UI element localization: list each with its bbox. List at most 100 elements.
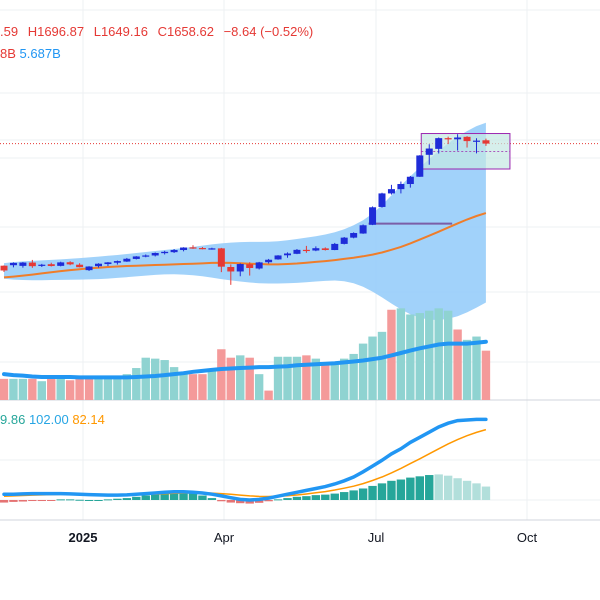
volume-bar [443,310,453,400]
histogram-bar [387,480,396,500]
macd-value: 102.00 [28,412,69,427]
candle-body [38,264,46,266]
x-tick-apr: Apr [213,530,235,545]
histogram-bar [217,500,226,502]
moving-average-line [3,212,487,279]
histogram-bar [188,492,198,500]
x-tick-2025: 2025 [68,530,98,545]
histogram-bar [406,477,415,500]
volume-bar [340,358,349,400]
candle-body [387,189,395,194]
volume-bar [0,378,9,400]
volume-bar [37,381,46,400]
candle-body [435,138,443,149]
histogram-bar [453,478,462,500]
volume-bar [349,353,358,400]
candle-body [208,248,216,250]
candle-body [227,267,235,272]
ohlc-legend: .59 H1696.87 L1649.16 C1658.62 −8.64 (−0… [0,24,319,39]
histogram-bar [321,494,330,500]
candle-body [378,193,386,207]
macd-histogram [0,474,491,504]
candle-body [113,261,121,263]
volume-ma-line [2,339,488,380]
x-tick-jul: Jul [367,530,385,545]
change-value: −8.64 (−0.52%) [223,24,314,39]
volume-bar [254,374,264,400]
histogram-bar [264,500,273,502]
histogram-bar [226,500,235,503]
histogram-bar [415,476,424,500]
candle-body [19,262,27,266]
candle-body [406,176,414,185]
candle-body [170,250,178,253]
volume-bar [9,378,18,400]
candle-body [161,251,169,254]
candle-body [369,207,377,225]
volume-bar [207,369,217,400]
candle-body [66,262,74,265]
histogram-bar [169,490,179,500]
histogram-bar [443,475,453,500]
volume-bar [141,357,150,400]
volume-value: 8B [0,46,16,61]
volume-bar [226,357,235,400]
candle-body [416,155,424,177]
volume-bar [292,356,302,400]
volume-bar [321,364,330,400]
volume-bar [462,339,472,400]
histogram-bar [103,499,113,501]
volume-bar [47,378,56,400]
candle-body [236,264,244,272]
candle-body [284,253,291,256]
histogram-bar [292,496,302,500]
candle-body [9,262,17,266]
candle-body [274,255,282,260]
volume-bar [198,374,207,400]
candle-body [217,248,225,267]
volume-bar [273,356,283,400]
high-value: H1696.87 [27,24,85,39]
ma-line [3,212,487,279]
candle-body [302,249,310,252]
candles [0,134,490,285]
candle-body [293,249,301,254]
volume-bar [56,376,65,400]
histogram-bar [254,500,264,503]
candle-body [454,137,462,140]
volume-bar [472,336,481,400]
candle-body [397,184,405,190]
histogram-bar [113,498,122,500]
bollinger-band [4,122,486,320]
volume-bar [425,310,434,400]
volume-bar [160,360,169,400]
volume-legend: 8B 5.687B [0,46,61,61]
histogram-bar [425,475,434,500]
volume-bar [406,314,415,400]
candle-body [350,233,358,238]
histogram-bar [18,500,28,502]
histogram-bar [141,495,150,500]
candle-body [85,266,93,271]
histogram-bar [179,491,188,500]
volume-bar [169,367,179,400]
volume-bar [94,377,103,400]
histogram-bar [207,498,217,500]
histogram-bar [151,494,160,500]
histogram-bar [160,492,169,500]
volume-bar [368,336,377,400]
volume-bar [415,313,424,400]
volume-bar [302,355,311,400]
volume-bar [132,368,141,400]
volume-ma [2,339,488,380]
volume-bar [358,343,368,400]
macd-hist-value: 9.86 [0,412,26,427]
histogram-bar [198,495,207,500]
volume-bar [453,329,462,400]
candle-body [473,140,480,142]
band-area [4,122,486,320]
candle-body [57,262,65,266]
histogram-bar [84,500,94,501]
histogram-bar [245,500,254,504]
